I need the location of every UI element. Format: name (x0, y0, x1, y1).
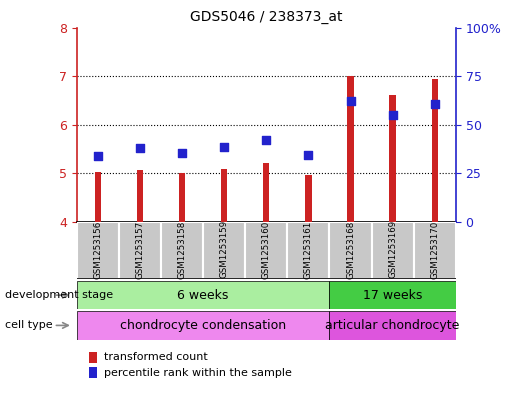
Text: development stage: development stage (5, 290, 113, 300)
Text: GSM1253158: GSM1253158 (178, 220, 187, 279)
Bar (431, 79, 438, 222)
Bar (77, 222, 119, 279)
Bar (245, 222, 287, 279)
Text: GSM1253156: GSM1253156 (93, 220, 102, 279)
Text: chondrocyte condensation: chondrocyte condensation (120, 319, 286, 332)
Text: 17 weeks: 17 weeks (363, 288, 422, 302)
Text: GSM1253157: GSM1253157 (136, 220, 145, 279)
Text: GSM1253161: GSM1253161 (304, 220, 313, 279)
Point (346, 98, 355, 105)
Text: percentile rank within the sample: percentile rank within the sample (104, 368, 292, 378)
Point (178, 150, 187, 156)
Text: GSM1253160: GSM1253160 (262, 220, 271, 279)
Bar (347, 76, 354, 222)
Title: GDS5046 / 238373_at: GDS5046 / 238373_at (190, 10, 342, 24)
Point (136, 145, 144, 151)
Text: articular chondrocyte: articular chondrocyte (325, 319, 460, 332)
Point (94, 153, 102, 160)
Bar (221, 169, 227, 222)
Point (220, 143, 228, 150)
Bar (330, 311, 456, 340)
Text: 6 weeks: 6 weeks (178, 288, 229, 302)
Bar (330, 281, 456, 309)
Bar (203, 222, 245, 279)
Bar (390, 95, 396, 222)
Bar (330, 222, 372, 279)
Bar (414, 222, 456, 279)
Bar (263, 163, 269, 222)
Text: cell type: cell type (5, 320, 53, 331)
Bar (77, 281, 330, 309)
Point (262, 137, 271, 143)
Bar (119, 222, 161, 279)
Bar (179, 173, 186, 222)
Bar (77, 311, 330, 340)
Bar (137, 171, 143, 222)
Bar (287, 222, 330, 279)
Text: GSM1253159: GSM1253159 (220, 220, 229, 279)
Text: GSM1253170: GSM1253170 (430, 220, 439, 279)
Point (304, 152, 313, 158)
Text: GSM1253169: GSM1253169 (388, 220, 397, 279)
Point (430, 101, 439, 108)
Bar (372, 222, 414, 279)
Bar (89, 352, 96, 363)
Bar (305, 175, 312, 222)
Text: GSM1253168: GSM1253168 (346, 220, 355, 279)
Bar (95, 173, 101, 222)
Point (388, 112, 397, 118)
Text: transformed count: transformed count (104, 352, 208, 362)
Bar (161, 222, 203, 279)
Bar (89, 367, 96, 378)
